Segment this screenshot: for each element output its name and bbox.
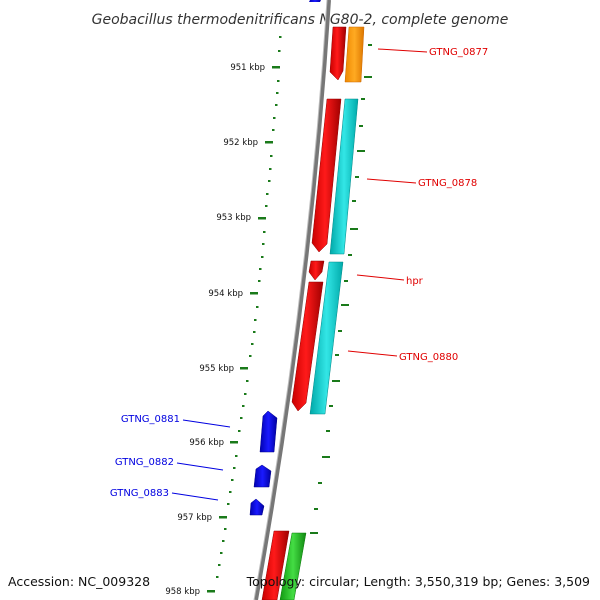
major-ticks	[207, 66, 280, 593]
gene-label-gtng-0883[interactable]: GTNG_0883	[110, 488, 169, 499]
gene-arrow-gtng-0880[interactable]	[291, 281, 324, 412]
reverse-gene-fragment-top	[309, 0, 321, 2]
tick-label-958: 958 kbp	[165, 587, 200, 597]
gene-arrow-gtng-0881[interactable]	[259, 410, 278, 453]
genome-title: Geobacillus thermodenitrificans NG80-2, …	[92, 12, 509, 28]
gene-label-gtng-0878[interactable]: GTNG_0878	[418, 178, 477, 189]
tick-label-957: 957 kbp	[177, 513, 212, 523]
gene-arrow-gtng-0882[interactable]	[253, 464, 272, 488]
topology-text: Topology: circular; Length: 3,550,319 bp…	[246, 574, 590, 589]
accession-text: Accession: NC_009328	[8, 574, 150, 589]
label-leaders	[171, 48, 428, 501]
tick-label-952: 952 kbp	[223, 138, 258, 148]
gene-label-gtng-0882[interactable]: GTNG_0882	[115, 457, 174, 468]
gene-label-gtng-0880[interactable]: GTNG_0880	[399, 352, 458, 363]
gene-arrow-gtng-0878[interactable]	[311, 98, 342, 253]
tick-label-953: 953 kbp	[216, 213, 251, 223]
gene-arrow-gtng-0883[interactable]	[249, 498, 265, 516]
gene-label-hpr[interactable]: hpr	[406, 276, 424, 287]
gene-label-gtng-0877[interactable]: GTNG_0877	[429, 47, 488, 58]
tick-label-956: 956 kbp	[189, 438, 224, 448]
tick-label-955: 955 kbp	[199, 364, 234, 374]
genome-backbone	[254, 0, 331, 600]
gene-label-gtng-0881[interactable]: GTNG_0881	[121, 414, 180, 425]
gene-arrow-hpr[interactable]	[308, 260, 325, 281]
feature-green-bottom	[279, 532, 307, 600]
feature-orange-top	[344, 26, 365, 83]
tick-label-951: 951 kbp	[230, 63, 265, 73]
gene-arrow-bottom[interactable]	[261, 530, 290, 600]
outer-dotted-ring	[216, 36, 282, 578]
feature-cyan-2	[309, 261, 344, 415]
feature-cyan-1	[329, 98, 359, 255]
gene-arrow-gtng-0877[interactable]	[329, 26, 347, 81]
backbone-highlight	[253, 0, 328, 600]
inner-dotted-ring	[310, 44, 372, 534]
tick-label-954: 954 kbp	[208, 289, 243, 299]
